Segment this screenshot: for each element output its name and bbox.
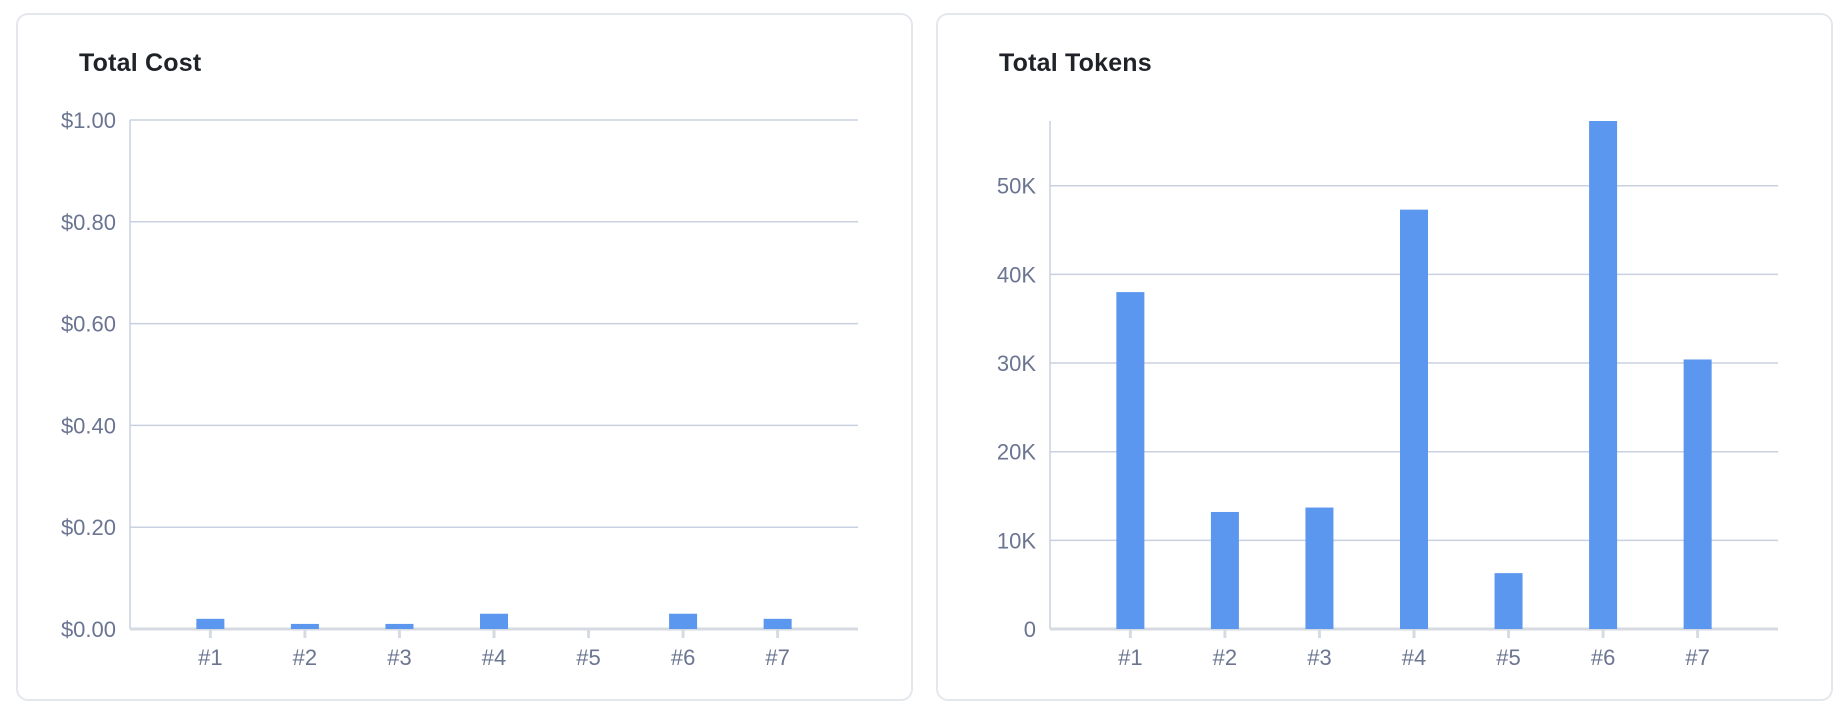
x-tick-label: #6: [671, 645, 695, 670]
y-tick-label: 50K: [997, 174, 1036, 199]
bar: [763, 618, 792, 629]
x-tick-label: #2: [1213, 645, 1237, 670]
bar: [290, 623, 319, 629]
y-tick-label: $0.80: [61, 210, 116, 235]
total-cost-chart: $0.00 $0.20 $0.40 $0.60 $0.80 $1.00 #1 #2 #3 #4 #5…: [61, 108, 858, 670]
bar: [480, 613, 508, 629]
x-tick-label: #2: [293, 645, 317, 670]
x-tick-label: #3: [1307, 645, 1331, 670]
y-tick-label: 0: [1024, 617, 1036, 642]
bar: [196, 618, 225, 629]
x-tick-label: #1: [1118, 645, 1142, 670]
x-tick-label: #7: [765, 645, 789, 670]
x-tick-label: #6: [1591, 645, 1615, 670]
bar: [385, 623, 414, 629]
total-tokens-chart: 0 10K 20K 30K 40K 50K #1 #2 #3 #4 #5 #6 #7: [997, 121, 1778, 670]
y-tick-label: $0.60: [61, 312, 116, 337]
x-tick-label: #4: [482, 645, 506, 670]
bar: [1305, 507, 1334, 629]
y-tick-label: $0.00: [61, 617, 116, 642]
x-tick-label: #4: [1402, 645, 1426, 670]
bar: [669, 613, 698, 629]
y-tick-label: $1.00: [61, 108, 116, 133]
x-tick-label: #3: [387, 645, 411, 670]
bar: [1400, 209, 1428, 629]
bar: [1494, 573, 1523, 629]
total-cost-card: Total Cost $0.00 $0.20 $0.40 $0.60 $0.80 $1.0…: [16, 13, 913, 701]
y-tick-label: 40K: [997, 262, 1036, 287]
bar: [1683, 359, 1712, 629]
y-tick-label: $0.20: [61, 515, 116, 540]
x-tick-label: #5: [1496, 645, 1520, 670]
chart-title: Total Tokens: [999, 49, 1152, 77]
bar: [1210, 511, 1239, 629]
y-tick-label: 10K: [997, 528, 1036, 553]
x-tick-label: #5: [576, 645, 600, 670]
bar: [1589, 121, 1618, 629]
bar: [1116, 292, 1145, 629]
x-tick-label: #7: [1685, 645, 1709, 670]
y-tick-label: 30K: [997, 351, 1036, 376]
y-tick-label: 20K: [997, 440, 1036, 465]
chart-title: Total Cost: [79, 49, 202, 77]
x-tick-label: #1: [198, 645, 222, 670]
y-tick-label: $0.40: [61, 413, 116, 438]
total-tokens-card: Total Tokens 0 10K 20K 30K 40K 50K #1 #2 #3 #4 #5 #…: [936, 13, 1833, 701]
